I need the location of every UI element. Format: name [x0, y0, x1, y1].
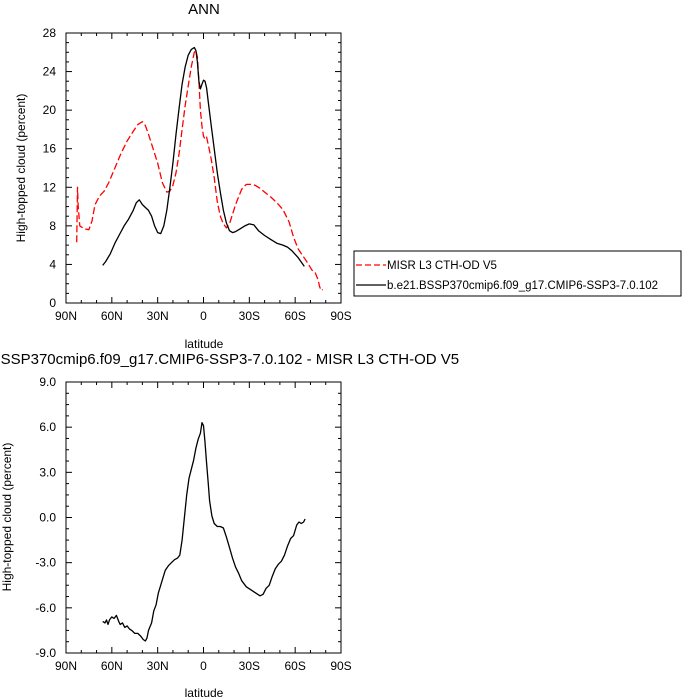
legend-label-model: b.e21.BSSP370cmip6.f09_g17.CMIP6-SSP3-7.…: [387, 280, 658, 292]
top-x-tick-label: 90S: [330, 309, 351, 323]
bottom-x-tick-label: 30S: [239, 659, 260, 673]
top-y-tick-label: 28: [43, 26, 57, 40]
bottom-x-tick-label: 30N: [147, 659, 169, 673]
bottom-series-line-0: [102, 421, 306, 642]
bottom-series-lines: [102, 421, 306, 642]
bottom-x-tick-label: 90N: [55, 659, 77, 673]
top-x-tick-label: 60N: [101, 309, 123, 323]
bottom-x-tick-labels: 90N 60N 30N 0 30S 60S 90S: [55, 659, 352, 673]
bottom-x-tick-label: 90S: [330, 659, 351, 673]
top-x-tick-label: 30S: [239, 309, 260, 323]
bottom-y-tick-label: -3.0: [35, 556, 56, 570]
bottom-y-tick-label: 6.0: [39, 420, 56, 434]
top-y-tick-label: 8: [49, 219, 56, 233]
bottom-y-tick-label: 0.0: [39, 511, 56, 525]
top-x-axis-label: latitude: [185, 337, 224, 351]
bottom-y-tick-label: 3.0: [39, 465, 56, 479]
legend: MISR L3 CTH-OD V5 b.e21.BSSP370cmip6.f09…: [353, 250, 682, 297]
top-plot-frame: [65, 32, 342, 304]
top-ticks: [65, 32, 342, 304]
top-y-tick-label: 24: [43, 65, 57, 79]
bottom-x-tick-label: 60S: [284, 659, 305, 673]
top-x-tick-label: 30N: [147, 309, 169, 323]
bottom-x-tick-label: 0: [200, 659, 207, 673]
top-chart-title: ANN: [188, 1, 220, 18]
top-y-axis-label: High-topped cloud (percent): [14, 94, 28, 243]
bottom-plot-frame: [65, 381, 342, 654]
bottom-y-tick-label: 9.0: [39, 375, 56, 389]
top-series-lines: [76, 46, 324, 292]
top-y-tick-labels: 0 4 8 12 16 20 24 28: [43, 26, 57, 310]
top-x-tick-label: 0: [200, 309, 207, 323]
top-y-tick-label: 0: [49, 296, 56, 310]
top-y-tick-label: 20: [43, 103, 57, 117]
legend-label-misr: MISR L3 CTH-OD V5: [387, 260, 497, 272]
top-y-tick-label: 16: [43, 142, 57, 156]
legend-box: [353, 250, 682, 297]
bottom-x-axis-label: latitude: [185, 686, 224, 700]
bottom-chart-title: b.e21.BSSP370cmip6.f09_g17.CMIP6-SSP3-7.…: [0, 351, 459, 368]
top-y-tick-label: 12: [43, 180, 57, 194]
top-x-tick-labels: 90N 60N 30N 0 30S 60S 90S: [55, 309, 352, 323]
top-x-tick-label: 90N: [55, 309, 77, 323]
bottom-ticks: [65, 381, 342, 654]
bottom-y-axis-label: High-topped cloud (percent): [0, 443, 14, 592]
bottom-y-tick-label: -6.0: [35, 601, 56, 615]
top-series-line-0: [76, 49, 324, 292]
bottom-x-tick-label: 60N: [101, 659, 123, 673]
bottom-panel: b.e21.BSSP370cmip6.f09_g17.CMIP6-SSP3-7.…: [0, 351, 459, 700]
bottom-y-tick-labels: -9.0 -6.0 -3.0 0.0 3.0 6.0 9.0: [35, 375, 56, 660]
top-x-tick-label: 60S: [284, 309, 305, 323]
top-y-tick-label: 4: [49, 257, 56, 271]
top-series-line-1: [102, 46, 305, 267]
top-panel: ANN 90N 60N 30N 0 30S 60S 90S 0 4 8 12 16 20 24 28 la…: [14, 1, 352, 351]
bottom-y-tick-label: -9.0: [35, 646, 56, 660]
